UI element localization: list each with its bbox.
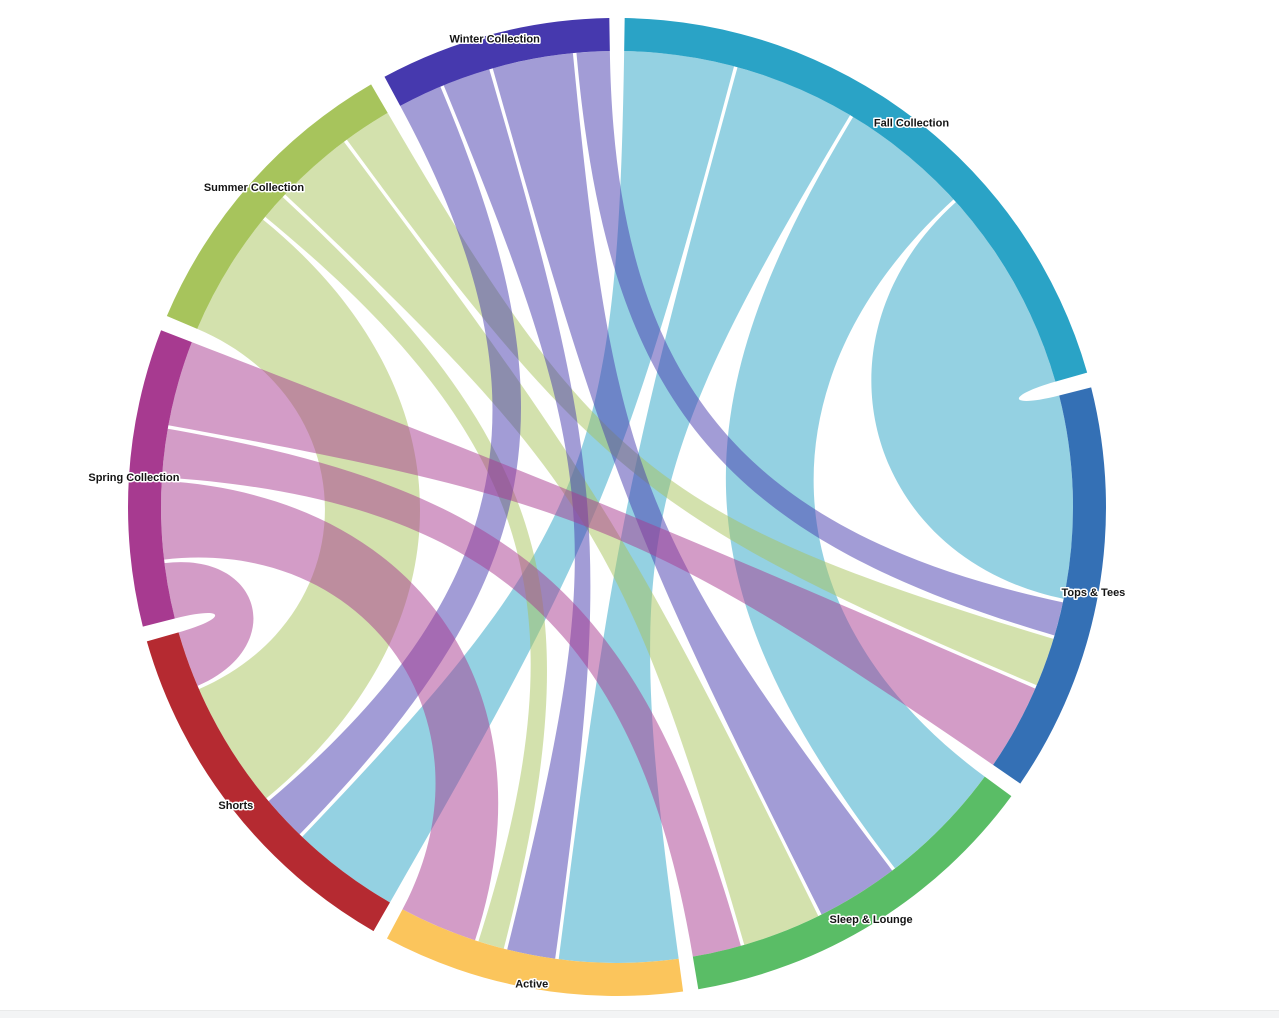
window-bottom-edge	[0, 1010, 1279, 1018]
label-summer-collection: Summer Collection	[204, 182, 305, 194]
ribbon-spring-collection-to-sleep-lounge[interactable]	[161, 428, 741, 957]
label-sleep-lounge: Sleep & Lounge	[830, 914, 913, 926]
arc-active[interactable]	[386, 909, 684, 997]
ribbon-summer-collection-to-shorts[interactable]	[197, 219, 421, 799]
arc-spring-collection[interactable]	[128, 330, 192, 627]
ribbon-fall-collection-to-tops-tees[interactable]	[871, 202, 1074, 599]
label-shorts: Shorts	[218, 800, 253, 812]
arc-layer	[128, 18, 1106, 997]
ribbon-summer-collection-to-sleep-lounge[interactable]	[285, 141, 819, 945]
arc-summer-collection[interactable]	[166, 84, 388, 329]
ribbon-winter-collection-to-shorts[interactable]	[268, 86, 521, 835]
arc-sleep-lounge[interactable]	[692, 776, 1012, 990]
ribbon-summer-collection-to-active[interactable]	[265, 197, 547, 949]
label-fall-collection: Fall Collection	[874, 118, 949, 130]
arc-winter-collection[interactable]	[384, 18, 610, 106]
ribbon-layer	[160, 51, 1074, 964]
label-layer: Fall Collection Tops & Tees Sleep & Lounge…	[87, 32, 1127, 992]
label-active: Active	[515, 978, 548, 990]
ribbon-fall-collection-to-sleep-lounge[interactable]	[725, 116, 985, 869]
arc-tops-tees[interactable]	[993, 387, 1106, 784]
arc-shorts[interactable]	[146, 632, 390, 932]
ribbon-spring-collection-to-active[interactable]	[160, 480, 499, 941]
label-tops-tees: Tops & Tees	[1062, 587, 1126, 599]
ribbon-winter-collection-to-sleep-lounge[interactable]	[492, 53, 893, 915]
ribbon-spring-collection-to-tops-tees[interactable]	[168, 342, 1036, 765]
ribbon-winter-collection-to-active[interactable]	[443, 69, 591, 959]
ribbon-winter-collection-to-tops-tees[interactable]	[576, 51, 1063, 636]
ribbon-summer-collection-to-tops-tees[interactable]	[346, 112, 1054, 686]
arc-fall-collection[interactable]	[624, 18, 1088, 382]
label-winter-collection: Winter Collection	[449, 34, 540, 46]
label-spring-collection: Spring Collection	[88, 472, 179, 484]
ribbon-spring-collection-to-shorts[interactable]	[164, 562, 254, 686]
